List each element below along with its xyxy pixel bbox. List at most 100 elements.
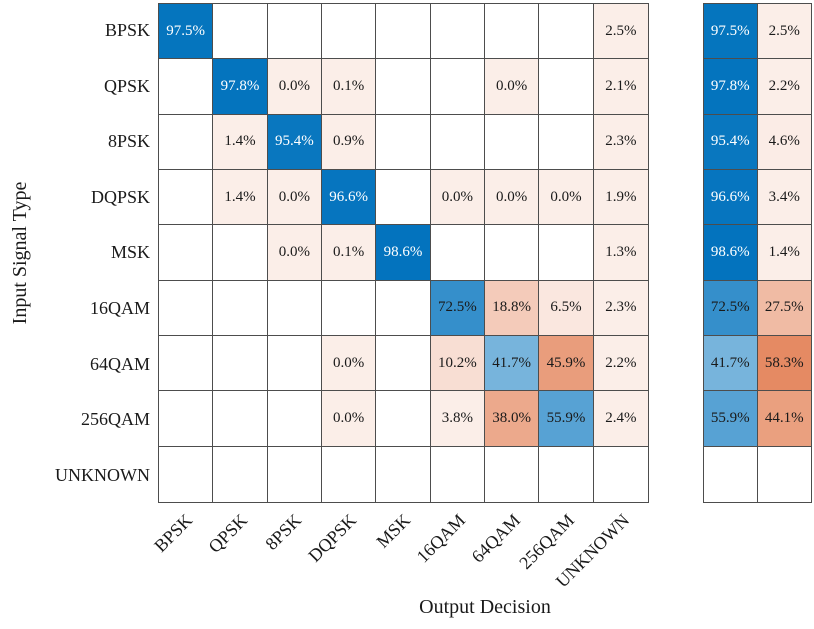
matrix-cell <box>484 4 540 60</box>
matrix-cell <box>539 4 594 60</box>
x-tick-label: 16QAM <box>412 510 470 567</box>
summary-grid: 97.5% 2.5% 97.8% 2.2% 95.4% 4.6% 96.6% 3.4% 98.6… <box>703 3 812 503</box>
matrix-cell: 0.0% <box>267 59 322 115</box>
matrix-cell <box>159 280 214 336</box>
y-tick-label: BPSK <box>104 20 150 41</box>
matrix-cell: 0.0% <box>430 169 485 226</box>
matrix-cell <box>539 59 594 115</box>
matrix-cell: 0.0% <box>539 169 594 226</box>
matrix-cell: 2.1% <box>593 59 648 115</box>
matrix-cell <box>376 59 431 115</box>
summary-incorrect-cell: 2.5% <box>757 4 811 60</box>
summary-correct-cell: 97.8% <box>704 59 758 115</box>
x-tick-label: DQPSK <box>304 510 361 566</box>
matrix-cell <box>539 114 594 170</box>
matrix-cell <box>484 225 540 281</box>
matrix-cell <box>321 446 377 502</box>
confusion-matrix-grid: 97.5% 2.5% 97.8% 0.0% 0.1% 0.0% 2.1% 1.4% 95.4% 0… <box>158 3 649 503</box>
matrix-cell <box>159 391 214 447</box>
y-tick-label: 8PSK <box>107 131 150 152</box>
matrix-cell <box>376 280 431 336</box>
matrix-cell <box>484 114 540 170</box>
y-tick-label: MSK <box>110 242 150 263</box>
matrix-cell <box>539 446 594 502</box>
summary-correct-cell: 98.6% <box>704 225 758 281</box>
matrix-cell <box>159 169 214 226</box>
matrix-cell <box>159 335 214 392</box>
x-axis-title: Output Decision <box>419 596 551 618</box>
summary-correct-cell: 41.7% <box>704 335 758 392</box>
matrix-cell: 0.0% <box>321 391 377 447</box>
matrix-cell: 0.0% <box>321 335 377 392</box>
matrix-cell: 95.4% <box>267 114 322 170</box>
matrix-cell <box>376 169 431 226</box>
matrix-cell <box>430 114 485 170</box>
matrix-cell <box>376 4 431 60</box>
matrix-cell <box>159 59 214 115</box>
matrix-cell <box>376 335 431 392</box>
summary-incorrect-cell: 58.3% <box>757 335 811 392</box>
x-tick-label: BPSK <box>150 510 197 556</box>
summary-incorrect-cell: 3.4% <box>757 169 811 226</box>
matrix-cell: 1.9% <box>593 169 648 226</box>
matrix-cell: 3.8% <box>430 391 485 447</box>
matrix-cell: 2.3% <box>593 280 648 336</box>
matrix-cell: 97.8% <box>213 59 268 115</box>
matrix-cell <box>376 391 431 447</box>
summary-correct-cell: 96.6% <box>704 169 758 226</box>
y-tick-label: UNKNOWN <box>55 464 150 485</box>
matrix-cell: 0.0% <box>484 59 540 115</box>
summary-incorrect-cell: 1.4% <box>757 225 811 281</box>
matrix-cell <box>267 4 322 60</box>
x-tick-label: MSK <box>372 510 415 552</box>
matrix-cell: 2.4% <box>593 391 648 447</box>
matrix-cell <box>376 446 431 502</box>
summary-correct-cell: 95.4% <box>704 114 758 170</box>
summary-correct-cell: 97.5% <box>704 4 758 60</box>
matrix-cell: 45.9% <box>539 335 594 392</box>
matrix-cell <box>159 225 214 281</box>
matrix-cell <box>321 4 377 60</box>
matrix-cell: 0.1% <box>321 59 377 115</box>
matrix-cell: 72.5% <box>430 280 485 336</box>
y-tick-label: 16QAM <box>89 298 150 319</box>
matrix-cell: 10.2% <box>430 335 485 392</box>
matrix-cell <box>159 114 214 170</box>
matrix-cell <box>321 280 377 336</box>
matrix-cell: 0.1% <box>321 225 377 281</box>
matrix-cell <box>267 446 322 502</box>
y-tick-label: DQPSK <box>90 186 150 207</box>
y-tick-label: 64QAM <box>89 353 150 374</box>
summary-correct-cell <box>704 446 758 502</box>
matrix-cell <box>539 225 594 281</box>
matrix-cell <box>213 4 268 60</box>
summary-correct-cell: 55.9% <box>704 391 758 447</box>
matrix-cell <box>159 446 214 502</box>
summary-incorrect-cell <box>757 446 811 502</box>
x-tick-label: QPSK <box>204 510 251 557</box>
matrix-cell <box>430 4 485 60</box>
matrix-cell: 2.2% <box>593 335 648 392</box>
matrix-cell <box>267 335 322 392</box>
matrix-cell: 55.9% <box>539 391 594 447</box>
summary-incorrect-cell: 4.6% <box>757 114 811 170</box>
matrix-cell: 41.7% <box>484 335 540 392</box>
matrix-cell <box>213 446 268 502</box>
matrix-cell: 2.5% <box>593 4 648 60</box>
matrix-cell <box>267 391 322 447</box>
matrix-cell <box>267 280 322 336</box>
y-tick-label: 256QAM <box>80 409 150 430</box>
matrix-cell <box>213 280 268 336</box>
matrix-cell: 0.0% <box>267 225 322 281</box>
summary-incorrect-cell: 27.5% <box>757 280 811 336</box>
matrix-cell: 6.5% <box>539 280 594 336</box>
matrix-cell <box>430 59 485 115</box>
matrix-cell <box>213 391 268 447</box>
matrix-cell: 2.3% <box>593 114 648 170</box>
matrix-cell: 38.0% <box>484 391 540 447</box>
x-tick-label: 8PSK <box>261 510 306 554</box>
matrix-cell: 0.0% <box>267 169 322 226</box>
matrix-cell <box>213 335 268 392</box>
summary-correct-cell: 72.5% <box>704 280 758 336</box>
